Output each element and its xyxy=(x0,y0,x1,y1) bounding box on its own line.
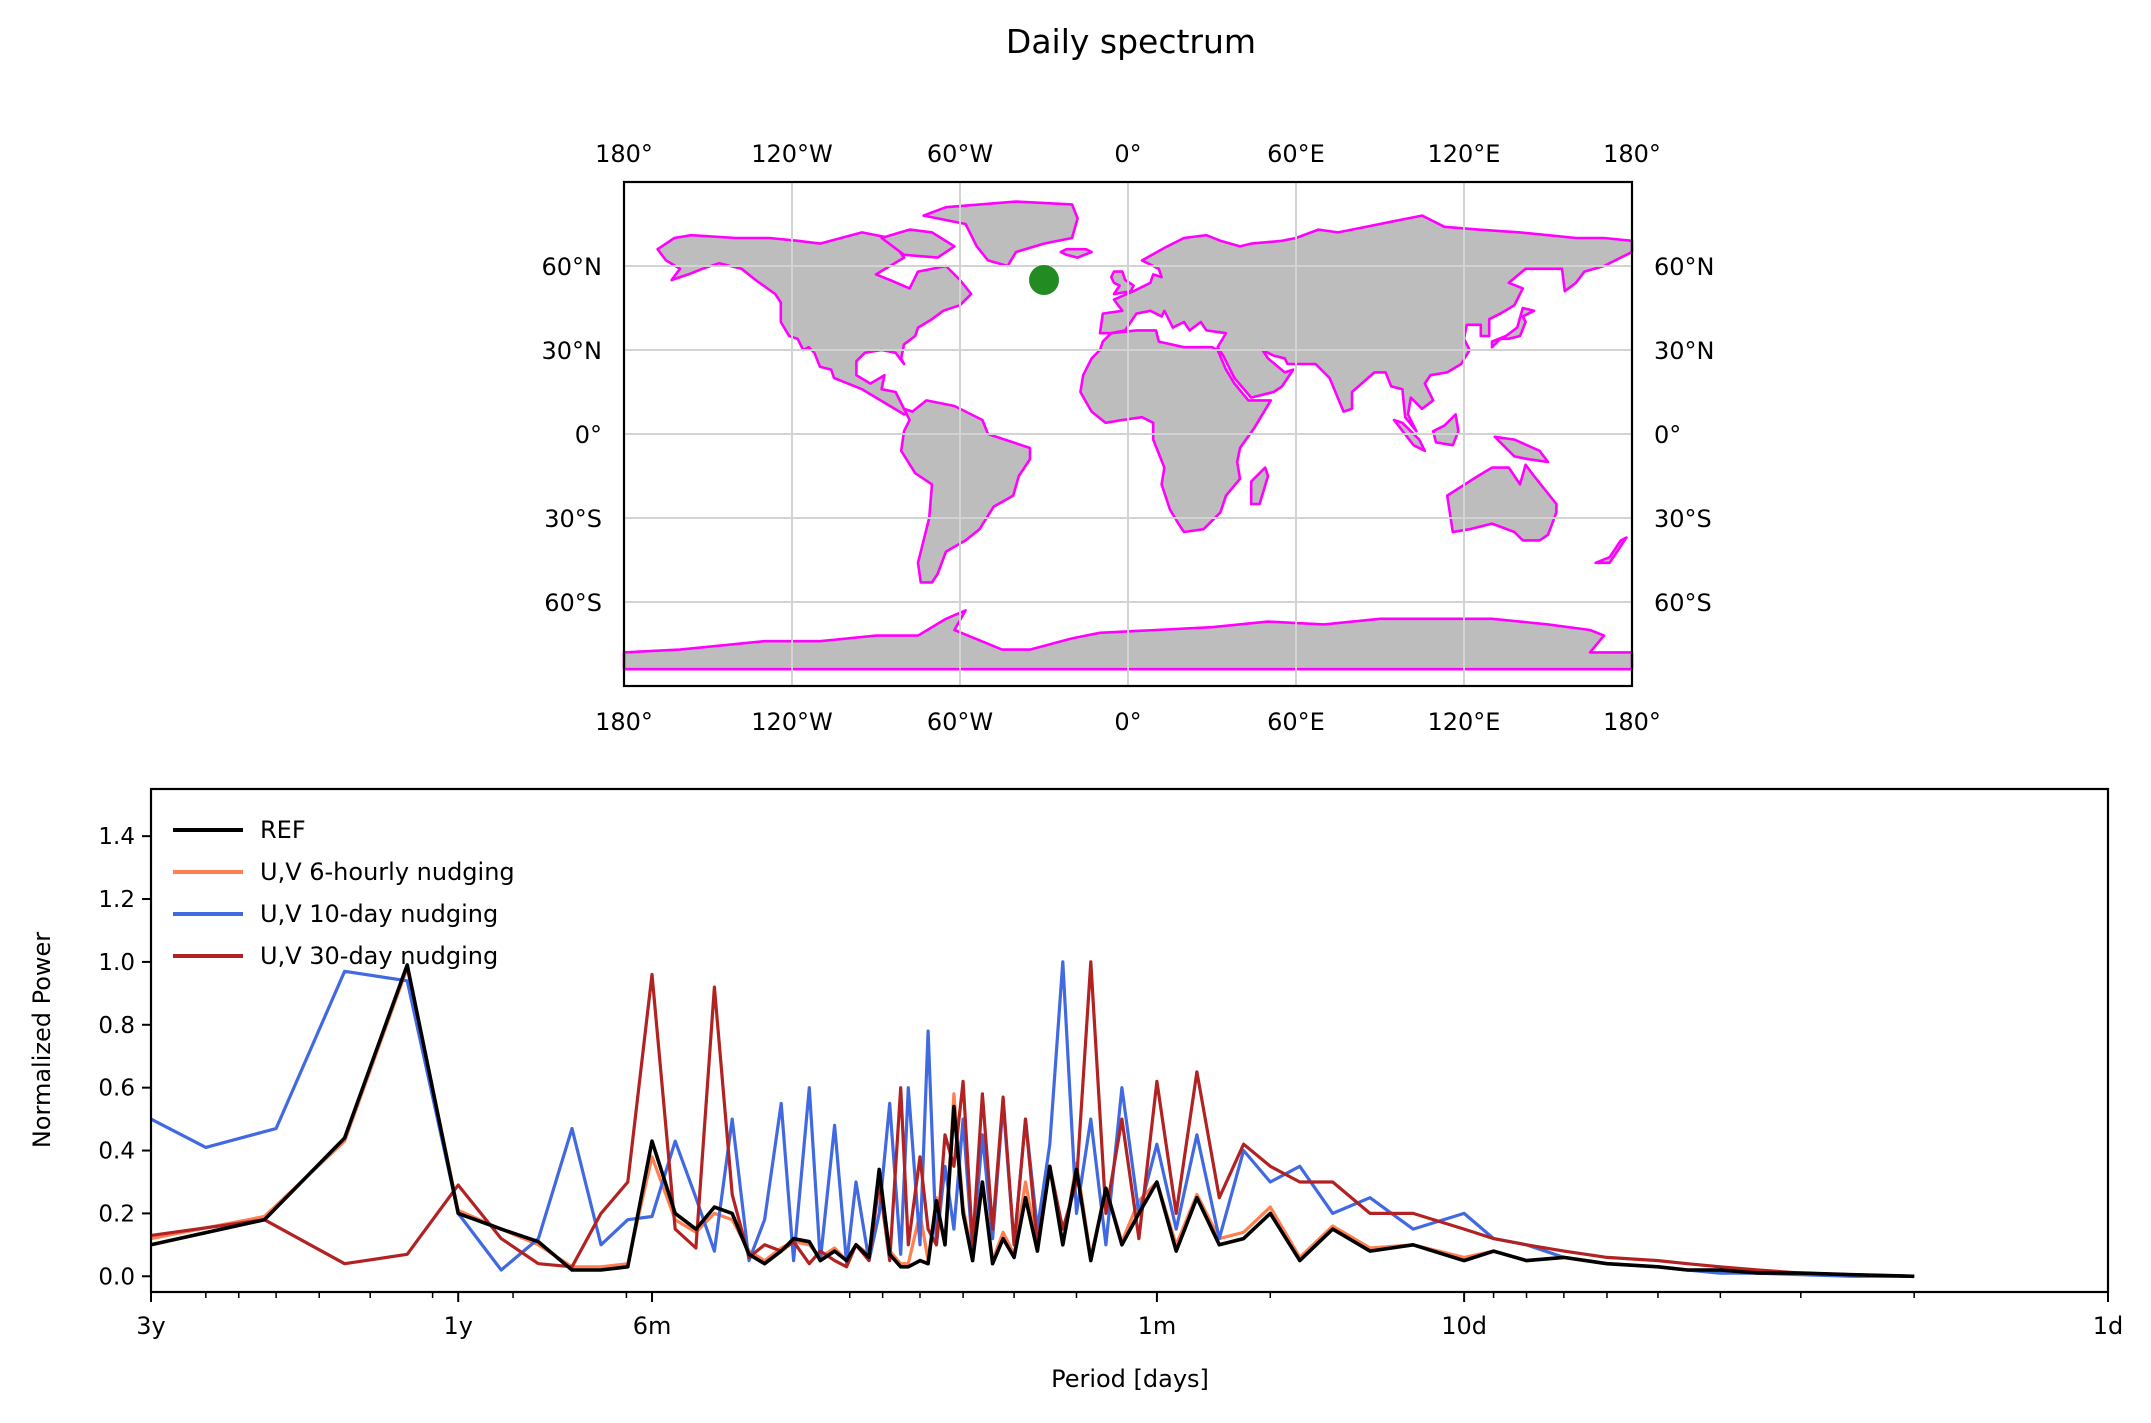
map-right-lat-label: 0° xyxy=(1654,421,1681,449)
land-new-guinea xyxy=(1493,435,1550,464)
x-tick-label: 10d xyxy=(1441,1312,1487,1340)
map-left-lat-label: 60°N xyxy=(542,253,603,281)
land-eurasia xyxy=(1098,214,1634,433)
map-top-lon-label: 0° xyxy=(1114,140,1141,168)
x-tick-label: 1d xyxy=(2093,1312,2124,1340)
map-bottom-lon-label: 180° xyxy=(595,708,653,736)
x-axis: 3y 1y 6m 1m 10d 1d xyxy=(136,1292,2123,1340)
map-panel: 180° 120°W 60°W 0° 60°E 120°E 180° 180° 120°W 60°… xyxy=(542,140,1715,736)
y-tick-label: 0.2 xyxy=(98,1201,135,1227)
legend-label: U,V 10-day nudging xyxy=(260,900,498,928)
map-left-lat-label: 30°N xyxy=(542,337,603,365)
location-marker xyxy=(1029,265,1059,295)
land-australia xyxy=(1445,463,1558,542)
map-top-lon-label: 60°W xyxy=(927,140,993,168)
map-labels: 180° 120°W 60°W 0° 60°E 120°E 180° 180° 120°W 60°… xyxy=(542,140,1715,736)
y-tick-label: 0.6 xyxy=(98,1076,135,1102)
land-greenland xyxy=(922,200,1079,268)
land-japan xyxy=(1490,306,1536,349)
x-tick-label: 3y xyxy=(136,1312,165,1340)
map-gridlines xyxy=(624,182,1632,686)
map-frame xyxy=(622,180,1634,688)
map-top-lon-label: 180° xyxy=(1603,140,1661,168)
map-right-lat-label: 60°S xyxy=(1654,589,1712,617)
y-tick-label: 1.0 xyxy=(98,950,135,976)
y-tick-label: 0.8 xyxy=(98,1013,135,1039)
land-north-america xyxy=(656,231,973,416)
series-layer xyxy=(150,960,1915,1279)
x-tick-label: 6m xyxy=(633,1312,672,1340)
map-bottom-lon-label: 60°E xyxy=(1267,708,1325,736)
x-tick-label: 1y xyxy=(443,1312,472,1340)
legend-label: REF xyxy=(260,816,306,844)
land-madagascar xyxy=(1249,466,1270,506)
legend: REF U,V 6-hourly nudging U,V 10-day nudgin… xyxy=(173,816,515,970)
map-top-lon-label: 60°E xyxy=(1267,140,1325,168)
y-tick-label: 1.4 xyxy=(98,824,135,850)
series-line xyxy=(150,960,1915,1278)
map-right-lat-label: 30°S xyxy=(1654,505,1712,533)
y-axis-label: Normalized Power xyxy=(28,932,56,1148)
land-new-zealand xyxy=(1594,536,1628,565)
map-top-lon-label: 180° xyxy=(595,140,653,168)
land-sumatra xyxy=(1392,418,1427,453)
map-top-lon-label: 120°E xyxy=(1428,140,1501,168)
map-top-lon-label: 120°W xyxy=(751,140,833,168)
x-axis-label: Period [days] xyxy=(1051,1365,1209,1393)
map-left-lat-label: 60°S xyxy=(544,589,602,617)
legend-label: U,V 6-hourly nudging xyxy=(260,858,515,886)
map-bottom-lon-label: 0° xyxy=(1114,708,1141,736)
x-tick-label: 1m xyxy=(1138,1312,1177,1340)
map-left-lat-label: 30°S xyxy=(544,505,602,533)
map-right-lat-label: 30°N xyxy=(1654,337,1715,365)
land-iceland xyxy=(1059,247,1093,259)
land-south-america xyxy=(899,399,1032,584)
map-bottom-lon-label: 120°W xyxy=(751,708,833,736)
series-line xyxy=(150,963,1915,1279)
y-tick-label: 0.4 xyxy=(98,1139,135,1165)
map-bottom-lon-label: 60°W xyxy=(927,708,993,736)
map-left-lat-label: 0° xyxy=(575,421,602,449)
figure-title: Daily spectrum xyxy=(1006,22,1256,61)
y-tick-label: 1.2 xyxy=(98,887,135,913)
y-tick-label: 0.0 xyxy=(98,1264,135,1290)
map-bottom-lon-label: 120°E xyxy=(1428,708,1501,736)
legend-label: U,V 30-day nudging xyxy=(260,942,498,970)
y-axis: 0.0 0.2 0.4 0.6 0.8 1.0 1.2 1.4 xyxy=(98,824,151,1290)
map-right-lat-label: 60°N xyxy=(1654,253,1715,281)
land-borneo xyxy=(1431,413,1460,447)
plot-frame xyxy=(149,787,2110,1294)
land-baffin-island xyxy=(880,228,956,259)
spectrum-panel: 0.0 0.2 0.4 0.6 0.8 1.0 1.2 1.4 3y 1y 6m 1m 10d 1d N… xyxy=(28,787,2123,1393)
map-bottom-lon-label: 180° xyxy=(1603,708,1661,736)
